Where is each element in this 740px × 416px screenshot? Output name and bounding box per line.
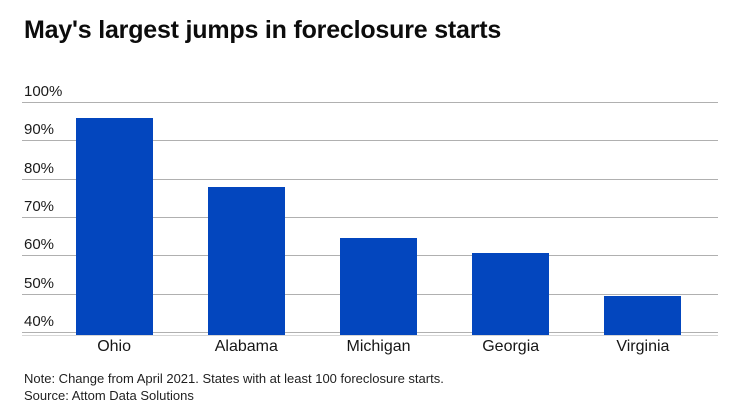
- y-axis-tick-label: 60%: [24, 236, 55, 254]
- note-text: Note: Change from April 2021. States wit…: [24, 371, 444, 386]
- x-axis-tick-label: Alabama: [214, 338, 278, 355]
- x-axis-tick-label: Ohio: [97, 338, 131, 355]
- x-axis-line: [22, 335, 718, 336]
- y-axis-tick-label: 70%: [24, 198, 55, 215]
- gridline: [22, 102, 718, 103]
- chart-title: May's largest jumps in foreclosure start…: [24, 16, 502, 44]
- gridline: [22, 217, 718, 218]
- x-axis-tick-label: Virginia: [616, 338, 670, 355]
- bar-virginia: [604, 296, 682, 335]
- gridline: [22, 178, 718, 180]
- y-axis-tick-label: 80%: [24, 159, 55, 177]
- chart-footer: Note: Change from April 2021. States wit…: [24, 371, 444, 404]
- y-axis-tick-label: 90%: [24, 121, 55, 139]
- y-axis-tick-label: 50%: [24, 274, 55, 292]
- y-axis-tick-label: 40%: [24, 313, 55, 330]
- bar-michigan: [340, 237, 417, 335]
- bar-ohio: [75, 117, 153, 335]
- y-axis-tick-label: 100%: [24, 83, 63, 100]
- x-axis-tick-label: Georgia: [482, 338, 540, 355]
- bar-georgia: [472, 253, 550, 335]
- x-axis-tick-label: Michigan: [346, 338, 411, 355]
- bar-alabama: [207, 187, 285, 335]
- gridline: [22, 140, 718, 142]
- source-text: Source: Attom Data Solutions: [24, 387, 194, 403]
